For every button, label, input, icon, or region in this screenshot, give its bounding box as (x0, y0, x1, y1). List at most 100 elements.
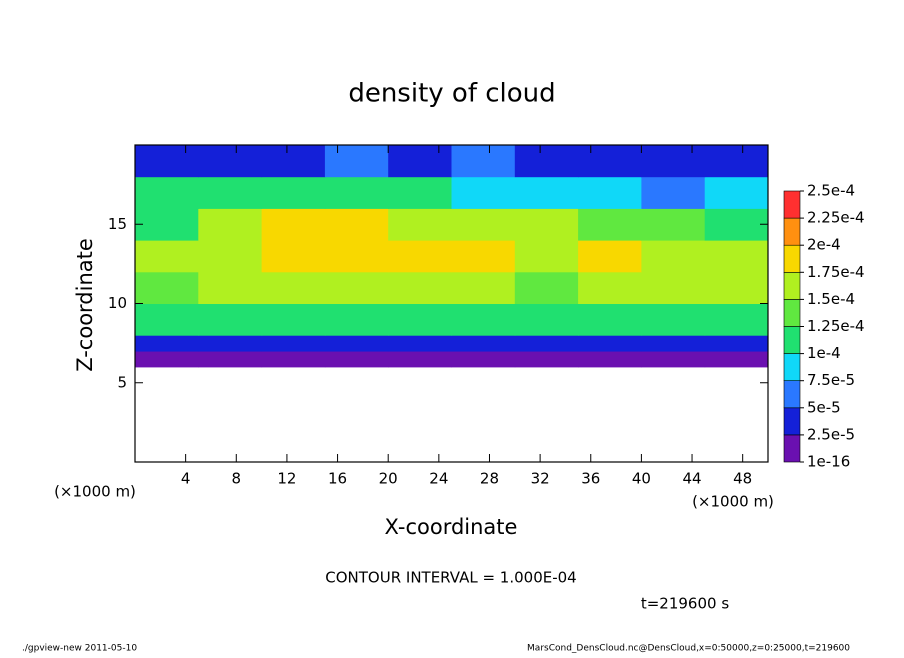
heat-cell (388, 335, 452, 352)
heat-cell (324, 335, 389, 352)
colorbar-label: 2.5e-4 (807, 182, 855, 200)
x-axis-label: X-coordinate (385, 515, 518, 539)
heat-cell (641, 271, 706, 304)
heat-cell (198, 271, 263, 304)
heat-cell (135, 208, 199, 241)
heat-cell (641, 335, 706, 352)
x-tick-label: 36 (581, 470, 600, 488)
heat-cell (198, 335, 263, 352)
x-unit: (×1000 m) (692, 493, 774, 511)
chart-title: density of cloud (348, 79, 555, 109)
heat-cell (641, 208, 706, 241)
heat-cell (451, 271, 516, 304)
heat-cell (261, 351, 326, 368)
heat-cell (324, 240, 389, 273)
x-tick-label: 48 (733, 470, 752, 488)
heat-cell (198, 351, 263, 368)
heat-cell (578, 240, 642, 273)
footer-right: MarsCond_DensCloud.nc@DensCloud,x=0:5000… (527, 644, 850, 654)
colorbar-segment (783, 190, 801, 219)
y-tick-label: 10 (108, 294, 127, 312)
x-tick-label: 20 (379, 470, 398, 488)
heat-cell (514, 271, 579, 304)
heat-cell (704, 176, 769, 209)
heat-cell (578, 145, 642, 178)
y-unit: (×1000 m) (54, 483, 136, 501)
time-label: t=219600 s (641, 595, 729, 613)
heat-cell (198, 145, 263, 178)
heat-cell (388, 351, 452, 368)
x-tick-label: 16 (328, 470, 347, 488)
heat-cell (324, 145, 389, 178)
heat-cell (135, 240, 199, 273)
heat-cell (261, 303, 326, 336)
colorbar-segment (783, 380, 801, 409)
x-tick-label: 24 (429, 470, 448, 488)
x-tick-label: 32 (531, 470, 550, 488)
heat-cell (578, 351, 642, 368)
heat-cell (578, 271, 642, 304)
heat-cell (324, 271, 389, 304)
heat-cell (324, 303, 389, 336)
heat-cell (198, 240, 263, 273)
heat-cell (451, 351, 516, 368)
colorbar-label: 7.5e-5 (807, 371, 855, 389)
colorbar-segment (783, 407, 801, 436)
y-tick-label: 5 (117, 373, 127, 391)
colorbar-label: 1.5e-4 (807, 290, 855, 308)
x-tick-label: 28 (480, 470, 499, 488)
heat-cell (578, 176, 642, 209)
colorbar-label: 1e-16 (807, 453, 850, 471)
x-tick-label: 12 (277, 470, 296, 488)
colorbar-label: 1.25e-4 (807, 317, 865, 335)
y-tick-label: 15 (108, 215, 127, 233)
heat-cell (704, 303, 769, 336)
colorbar-segment (783, 271, 801, 300)
heat-cell (514, 176, 579, 209)
heat-cell (388, 271, 452, 304)
heat-cell (704, 145, 769, 178)
heat-cell (578, 335, 642, 352)
heat-cell (324, 176, 389, 209)
heat-cell (388, 303, 452, 336)
heat-cell (641, 351, 706, 368)
colorbar-label: 2.25e-4 (807, 209, 865, 227)
heat-cell (388, 176, 452, 209)
x-tick-label: 4 (181, 470, 191, 488)
colorbar-label: 2.5e-5 (807, 425, 855, 443)
heat-cell (451, 240, 516, 273)
heat-cell (261, 271, 326, 304)
heat-cell (135, 271, 199, 304)
heat-cell (261, 208, 326, 241)
heat-cell (388, 240, 452, 273)
x-tick-label: 44 (682, 470, 701, 488)
heat-cell (514, 145, 579, 178)
heat-cell (261, 335, 326, 352)
colorbar-segment (783, 217, 801, 246)
heat-cell (641, 240, 706, 273)
heat-cell (261, 145, 326, 178)
heat-cell (198, 176, 263, 209)
footer-left: ./gpview-new 2011-05-10 (22, 644, 137, 654)
heat-cell (641, 303, 706, 336)
heat-cell (641, 176, 706, 209)
colorbar-segment (783, 244, 801, 273)
heat-cell (578, 303, 642, 336)
heat-cell (198, 303, 263, 336)
heat-cell (704, 335, 769, 352)
heat-cell (578, 208, 642, 241)
heat-cell (514, 208, 579, 241)
heat-cell (261, 176, 326, 209)
colorbar-segment (783, 326, 801, 354)
colorbar-segment (783, 434, 801, 463)
heat-cell (451, 303, 516, 336)
heat-cell (641, 145, 706, 178)
heat-cell (388, 145, 452, 178)
heat-cell (198, 208, 263, 241)
y-axis-label: Z-coordinate (73, 238, 97, 372)
heat-cell (451, 208, 516, 241)
heat-cell (261, 240, 326, 273)
heat-cell (514, 303, 579, 336)
heat-cell (324, 208, 389, 241)
